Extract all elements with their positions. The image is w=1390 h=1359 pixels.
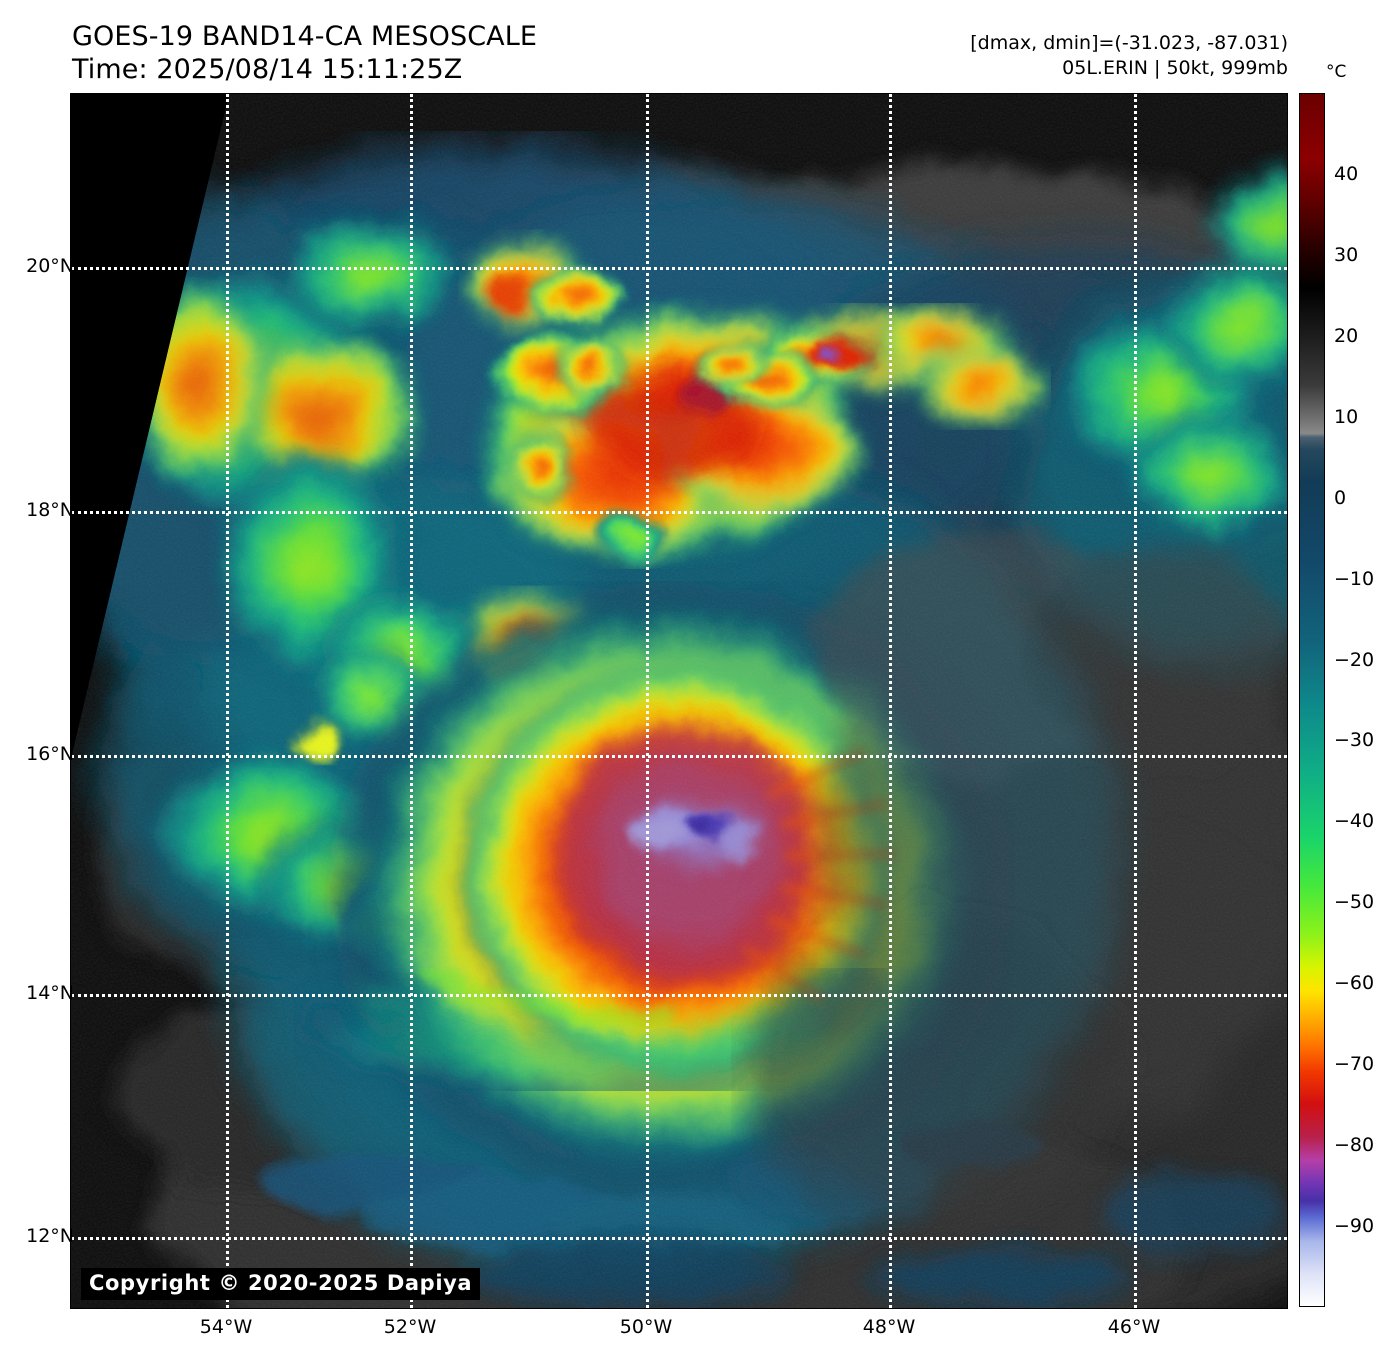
temperature-colorbar — [1299, 93, 1325, 1307]
colorbar-tick-10: 10 — [1334, 405, 1359, 428]
page-title: GOES-19 BAND14-CA MESOSCALE Time: 2025/08… — [72, 20, 537, 86]
xtick-label-46W: 46°W — [1107, 1316, 1161, 1338]
colorbar-tick-minus30: −30 — [1334, 729, 1375, 752]
colorbar-tick-40: 40 — [1334, 162, 1359, 185]
colorbar-gradient — [1300, 94, 1324, 1306]
ytick-label-12N: 12°N — [26, 1225, 74, 1247]
colorbar-unit-label: °C — [1326, 62, 1347, 82]
colorbar-tick-minus40: −40 — [1334, 810, 1375, 833]
copyright-notice: Copyright © 2020-2025 Dapiya — [81, 1268, 481, 1300]
title-timestamp: Time: 2025/08/14 15:11:25Z — [72, 54, 463, 85]
brightness-temperature-field — [71, 94, 1287, 1308]
ytick-label-20N: 20°N — [26, 255, 74, 277]
ytick-label-18N: 18°N — [26, 499, 74, 521]
xtick-label-54W: 54°W — [199, 1316, 253, 1338]
storm-id-readout: 05L.ERIN | 50kt, 999mb — [1062, 57, 1288, 79]
colorbar-tick-minus80: −80 — [1334, 1134, 1375, 1157]
colorbar-tick-minus10: −10 — [1334, 567, 1375, 590]
xtick-label-52W: 52°W — [383, 1316, 437, 1338]
satellite-image-plot: Copyright © 2020-2025 Dapiya — [70, 93, 1288, 1309]
ytick-label-14N: 14°N — [26, 982, 74, 1004]
xtick-label-50W: 50°W — [619, 1316, 673, 1338]
colorbar-tick-30: 30 — [1334, 243, 1359, 266]
title-satellite-product: GOES-19 BAND14-CA MESOSCALE — [72, 21, 538, 52]
ytick-label-16N: 16°N — [26, 743, 74, 765]
xtick-label-48W: 48°W — [862, 1316, 916, 1338]
colorbar-tick-20: 20 — [1334, 324, 1359, 347]
colorbar-tick-minus50: −50 — [1334, 891, 1375, 914]
colorbar-tick-minus20: −20 — [1334, 648, 1375, 671]
colorbar-tick-minus90: −90 — [1334, 1215, 1375, 1238]
dmax-dmin-readout: [dmax, dmin]=(-31.023, -87.031) — [970, 32, 1288, 54]
colorbar-tick-minus70: −70 — [1334, 1053, 1375, 1076]
colorbar-tick-0: 0 — [1334, 486, 1347, 509]
header-info: [dmax, dmin]=(-31.023, -87.031) 05L.ERIN … — [970, 31, 1288, 81]
colorbar-tick-minus60: −60 — [1334, 972, 1375, 995]
